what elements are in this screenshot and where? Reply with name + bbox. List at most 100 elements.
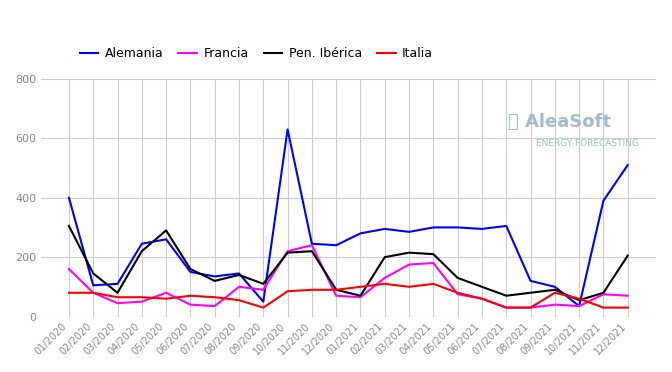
Francia (65, 267, 73, 271)
Francia (186, 302, 194, 307)
Italia (284, 289, 292, 294)
Francia (162, 291, 170, 295)
Francia (356, 295, 364, 299)
Pen. Ibérica (381, 255, 389, 259)
Italia (624, 305, 632, 310)
Italia (162, 296, 170, 301)
Alemania (89, 283, 97, 288)
Pen. Ibérica (211, 279, 219, 283)
Pen. Ibérica (332, 288, 340, 292)
Pen. Ibérica (454, 276, 462, 280)
Alemania (575, 304, 583, 308)
Alemania (162, 237, 170, 241)
Francia (624, 294, 632, 298)
Italia (332, 288, 340, 292)
Pen. Ibérica (624, 253, 632, 258)
Alemania (454, 225, 462, 230)
Italia (478, 296, 486, 301)
Francia (381, 276, 389, 280)
Italia (138, 295, 146, 299)
Francia (235, 285, 243, 289)
Italia (356, 285, 364, 289)
Italia (575, 296, 583, 301)
Pen. Ibérica (527, 291, 535, 295)
Italia (454, 291, 462, 295)
Alemania (405, 230, 413, 234)
Francia (454, 292, 462, 296)
Francia (259, 288, 267, 292)
Text: ENERGY FORECASTING: ENERGY FORECASTING (536, 138, 638, 148)
Alemania (551, 285, 559, 289)
Italia (527, 305, 535, 310)
Francia (551, 302, 559, 307)
Italia (599, 305, 607, 310)
Francia (405, 262, 413, 267)
Line: Alemania: Alemania (69, 129, 628, 306)
Francia (599, 292, 607, 296)
Italia (551, 291, 559, 295)
Francia (527, 305, 535, 310)
Pen. Ibérica (575, 298, 583, 302)
Francia (211, 304, 219, 308)
Alemania (259, 299, 267, 304)
Alemania (211, 274, 219, 279)
Pen. Ibérica (599, 291, 607, 295)
Italia (65, 291, 73, 295)
Pen. Ibérica (235, 273, 243, 277)
Pen. Ibérica (502, 294, 510, 298)
Line: Francia: Francia (69, 245, 628, 308)
Italia (235, 298, 243, 302)
Line: Italia: Italia (69, 284, 628, 308)
Francia (478, 296, 486, 301)
Pen. Ibérica (65, 224, 73, 228)
Alemania (284, 127, 292, 132)
Italia (114, 295, 122, 299)
Pen. Ibérica (284, 250, 292, 255)
Text: ⸻ AleaSoft: ⸻ AleaSoft (508, 113, 611, 131)
Pen. Ibérica (138, 249, 146, 253)
Italia (381, 282, 389, 286)
Francia (138, 299, 146, 304)
Pen. Ibérica (478, 285, 486, 289)
Pen. Ibérica (259, 282, 267, 286)
Francia (114, 301, 122, 305)
Alemania (65, 195, 73, 200)
Francia (502, 305, 510, 310)
Alemania (381, 227, 389, 231)
Pen. Ibérica (429, 252, 437, 256)
Alemania (527, 279, 535, 283)
Alemania (138, 241, 146, 246)
Pen. Ibérica (308, 249, 316, 253)
Italia (186, 294, 194, 298)
Italia (405, 285, 413, 289)
Alemania (186, 270, 194, 274)
Italia (259, 305, 267, 310)
Alemania (308, 241, 316, 246)
Francia (429, 261, 437, 265)
Pen. Ibérica (89, 271, 97, 276)
Italia (89, 291, 97, 295)
Francia (308, 243, 316, 247)
Italia (502, 305, 510, 310)
Pen. Ibérica (186, 267, 194, 271)
Francia (575, 304, 583, 308)
Pen. Ibérica (114, 291, 122, 295)
Legend: Alemania, Francia, Pen. Ibérica, Italia: Alemania, Francia, Pen. Ibérica, Italia (75, 42, 437, 65)
Alemania (502, 224, 510, 228)
Pen. Ibérica (356, 294, 364, 298)
Line: Pen. Ibérica: Pen. Ibérica (69, 226, 628, 300)
Alemania (356, 231, 364, 235)
Italia (308, 288, 316, 292)
Alemania (429, 225, 437, 230)
Pen. Ibérica (405, 250, 413, 255)
Alemania (478, 227, 486, 231)
Francia (284, 249, 292, 253)
Pen. Ibérica (162, 228, 170, 232)
Alemania (599, 198, 607, 203)
Alemania (114, 282, 122, 286)
Alemania (332, 243, 340, 247)
Pen. Ibérica (551, 288, 559, 292)
Alemania (235, 271, 243, 276)
Italia (429, 282, 437, 286)
Francia (332, 294, 340, 298)
